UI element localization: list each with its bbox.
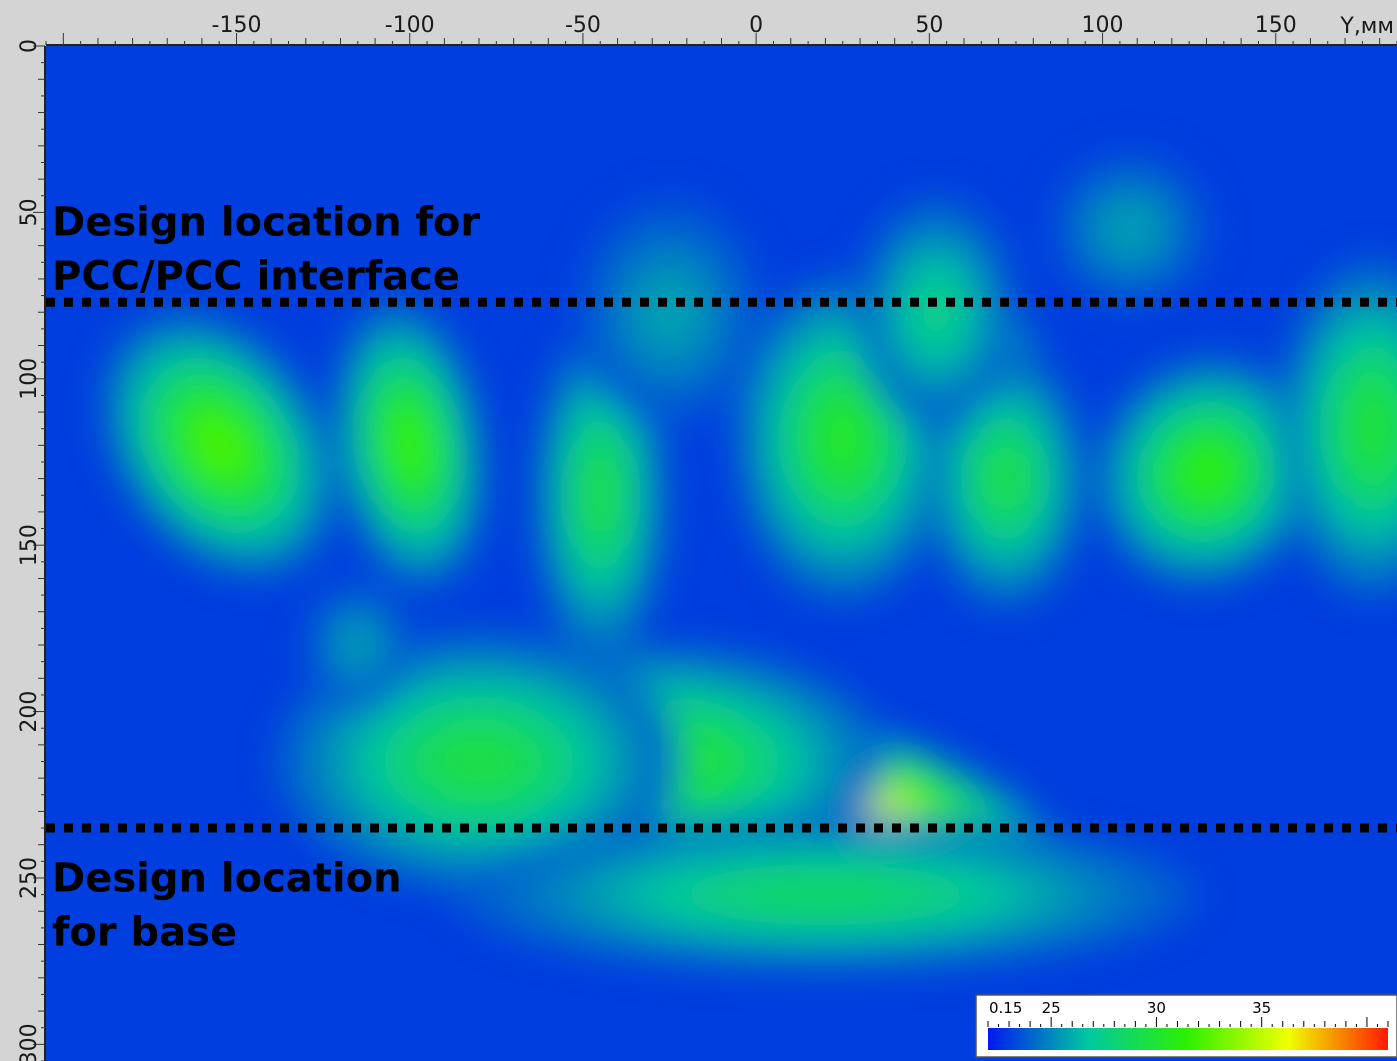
annotation-1-line-0: Design location: [52, 855, 402, 901]
hotspot-8: [333, 303, 486, 587]
hotspot-15-level-9: [649, 286, 690, 338]
hotspot-4-level-9: [745, 877, 906, 912]
hotspot-3-level-9: [435, 733, 523, 790]
axes-layer: -150 -100 -50 0 50 100 150 050100150200250300 …: [17, 13, 1397, 1061]
x-minor-ticks: [45, 33, 1397, 45]
x-tick-label: 50: [915, 13, 943, 38]
x-tick-label: -150: [212, 13, 262, 38]
hotspot-12: [855, 195, 1018, 429]
heat-layer: [46, 46, 1397, 1061]
colorbar: 0.15 25 30 35: [975, 994, 1397, 1058]
hotspot-8-level-9: [393, 414, 427, 476]
annotation-0-line-0: Design location for: [52, 200, 480, 246]
y-tick-label: 200: [17, 691, 42, 733]
heat-blobs-blurred: [102, 151, 1397, 973]
colorbar-tick-label: 0.15: [989, 999, 1022, 1017]
y-tick-labels: 0 50 100 150 200 250 300: [17, 39, 42, 1061]
x-tick-label: -100: [385, 13, 435, 38]
y-tick-label: 250: [17, 857, 42, 899]
hotspot-13-level-9: [1112, 212, 1148, 246]
annotation-1-line-1: for base: [52, 909, 237, 955]
x-tick-label: 150: [1255, 13, 1297, 38]
colorbar-tick-label: 25: [1042, 999, 1061, 1017]
x-tick-labels: -150 -100 -50 0 50 100 150: [212, 13, 1297, 38]
hotspot-15: [575, 195, 765, 429]
y-tick-label: 300: [17, 1023, 42, 1061]
hotspot-10-level-9: [1182, 447, 1231, 497]
hotspot-10: [1095, 358, 1318, 586]
hotspot-4: [454, 816, 1197, 973]
hotspot-14: [303, 580, 412, 710]
x-tick-label: 100: [1082, 13, 1124, 38]
colorbar-ramp: [988, 1028, 1388, 1050]
hotspot-5-level-9: [819, 403, 867, 474]
hotspot-14-level-9: [346, 630, 370, 660]
colorbar-tick-label: 35: [1252, 999, 1271, 1017]
annotation-0-line-1: PCC/PCC interface: [52, 254, 460, 300]
annotations: Design location for PCC/PCC interface Desi…: [52, 200, 480, 956]
y-tick-label: 0: [17, 39, 42, 53]
hotspot-9-level-9: [585, 458, 615, 532]
x-axis-label: Y,мм: [1339, 14, 1394, 39]
x-tick-label: 0: [749, 13, 763, 38]
hotspot-7-level-9: [194, 417, 245, 474]
hotspot-11: [1278, 260, 1397, 598]
colorbar-tick-labels: 0.15 25 30 35: [989, 999, 1271, 1017]
colorbar-tick-label: 30: [1147, 999, 1166, 1017]
colorbar-ticks: [987, 1017, 1389, 1027]
y-tick-label: 50: [17, 198, 42, 226]
hotspot-12-level-9: [918, 286, 954, 338]
hotspot-7: [102, 314, 336, 576]
hotspot-6-level-9: [988, 450, 1024, 507]
y-tick-label: 100: [17, 358, 42, 400]
hotspot-11-level-9: [1352, 392, 1394, 466]
hotspot-13: [1049, 151, 1212, 307]
y-tick-label: 150: [17, 524, 42, 566]
x-tick-label: -50: [565, 13, 601, 38]
y-minor-ticks: [33, 45, 45, 1061]
heat-blobs: [102, 151, 1397, 973]
